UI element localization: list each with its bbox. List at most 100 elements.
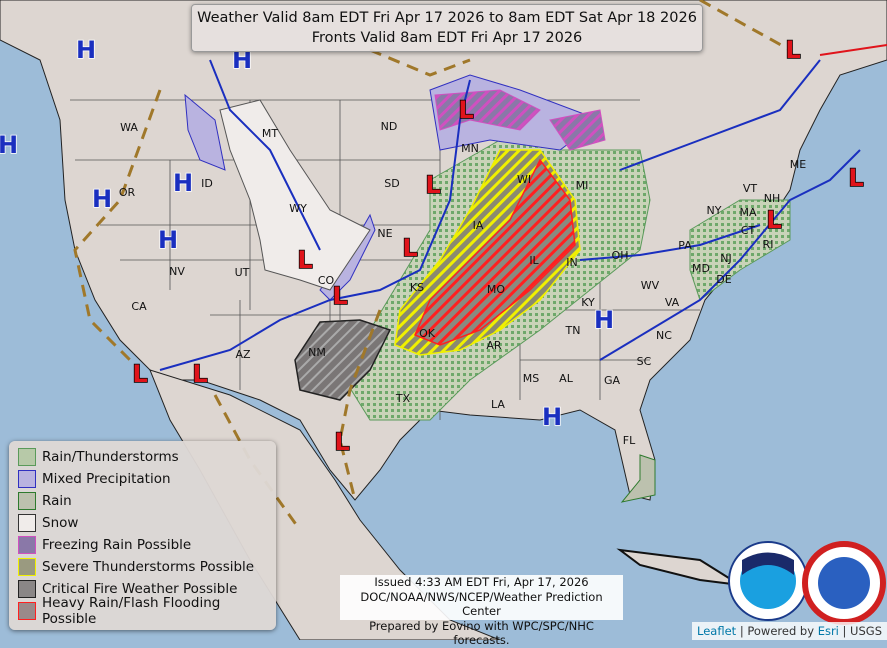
state-label-ca: CA xyxy=(131,300,147,313)
low-pressure-center[interactable]: L xyxy=(766,205,783,235)
cold-front-ne xyxy=(619,59,821,171)
state-labels: WA OR CA NV ID MT WY UT CO AZ NM ND SD NE KS OK TX MN IA MO… xyxy=(119,120,806,447)
low-pressure-center[interactable]: L xyxy=(132,359,149,389)
powered-by-text: | Powered by xyxy=(736,624,818,638)
state-label-va: VA xyxy=(665,296,680,309)
legend-swatch xyxy=(18,448,36,466)
noaa-logo[interactable] xyxy=(728,541,808,621)
fronts xyxy=(73,0,887,531)
issuing-office: DOC/NOAA/NWS/NCEP/Weather Prediction Cen… xyxy=(360,589,603,619)
warm-front xyxy=(819,44,887,56)
legend: Rain/Thunderstorms Mixed Precipitation Rai… xyxy=(9,441,276,630)
state-label-ut: UT xyxy=(235,266,250,279)
state-label-wv: WV xyxy=(641,279,660,292)
state-label-nj: NJ xyxy=(720,252,731,265)
state-label-or: OR xyxy=(119,186,136,199)
legend-label: Rain xyxy=(42,493,72,509)
title-fronts-valid: Fronts Valid 8am EDT Fri Apr 17 2026 xyxy=(311,30,583,46)
low-pressure-center[interactable]: L xyxy=(785,35,802,65)
state-label-wi: WI xyxy=(517,173,531,186)
high-pressure-center[interactable]: H xyxy=(541,402,563,432)
state-label-ar: AR xyxy=(486,339,502,352)
leaflet-link[interactable]: Leaflet xyxy=(697,624,737,638)
stationary-front xyxy=(579,224,761,261)
state-label-ms: MS xyxy=(523,372,539,385)
issued-time: Issued 4:33 AM EDT Fri, Apr 17, 2026 xyxy=(374,575,589,589)
low-pressure-center[interactable]: L xyxy=(332,281,349,311)
legend-label: Severe Thunderstorms Possible xyxy=(42,559,255,575)
legend-label: Critical Fire Weather Possible xyxy=(42,581,238,597)
state-label-sd: SD xyxy=(384,177,399,190)
legend-item: Rain xyxy=(18,490,276,512)
heavy-rain-flood-area xyxy=(414,158,576,346)
state-label-tn: TN xyxy=(565,324,581,337)
state-label-vt: VT xyxy=(743,182,758,195)
state-label-nv: NV xyxy=(169,265,185,278)
nws-logo[interactable] xyxy=(802,541,886,625)
state-label-me: ME xyxy=(790,158,806,171)
state-label-mi: MI xyxy=(576,179,589,192)
trough-ne xyxy=(699,0,791,52)
legend-label: Freezing Rain Possible xyxy=(42,537,192,553)
state-label-al: AL xyxy=(559,372,574,385)
state-label-id: ID xyxy=(201,177,213,190)
legend-item: Mixed Precipitation xyxy=(18,468,276,490)
high-pressure-center[interactable]: H xyxy=(172,168,194,198)
state-label-de: DE xyxy=(716,273,731,286)
low-pressure-center[interactable]: L xyxy=(458,95,475,125)
legend-item: Severe Thunderstorms Possible xyxy=(18,556,276,578)
low-pressure-center[interactable]: L xyxy=(848,163,865,193)
high-pressure-center[interactable]: H xyxy=(75,35,97,65)
state-label-pa: PA xyxy=(678,239,692,252)
legend-label: Mixed Precipitation xyxy=(42,471,171,487)
critical-fire-area xyxy=(294,319,392,401)
high-pressure-center[interactable]: H xyxy=(593,305,615,335)
high-pressure-center[interactable]: H xyxy=(0,130,19,160)
low-pressure-center[interactable]: L xyxy=(297,245,314,275)
low-pressure-center[interactable]: L xyxy=(402,233,419,263)
state-label-ma: MA xyxy=(739,206,756,219)
high-pressure-center[interactable]: H xyxy=(157,225,179,255)
state-label-md: MD xyxy=(692,262,710,275)
state-label-ri: RI xyxy=(763,238,774,251)
state-label-nd: ND xyxy=(381,120,398,133)
state-label-ky: KY xyxy=(581,296,595,309)
cold-front xyxy=(209,59,321,251)
trough-baja xyxy=(213,394,302,531)
freezing-rain-area xyxy=(434,89,541,131)
land-cuba xyxy=(616,548,741,586)
legend-item: Rain/Thunderstorms xyxy=(18,446,276,468)
low-pressure-center[interactable]: L xyxy=(425,170,442,200)
high-pressure-center[interactable]: H xyxy=(91,184,113,214)
rain-area-florida xyxy=(620,454,656,503)
state-label-mt: MT xyxy=(262,127,278,140)
legend-item: Heavy Rain/Flash Flooding Possible xyxy=(18,595,276,627)
state-label-ia: IA xyxy=(473,219,484,232)
legend-item: Snow xyxy=(18,512,276,534)
state-label-ga: GA xyxy=(604,374,621,387)
high-pressure-center[interactable]: H xyxy=(231,45,253,75)
legend-item: Freezing Rain Possible xyxy=(18,534,276,556)
mixed-precip-area-west xyxy=(184,93,226,171)
state-label-ok: OK xyxy=(419,327,436,340)
state-label-oh: OH xyxy=(612,249,629,262)
legend-swatch xyxy=(18,492,36,510)
rain-thunderstorm-area-east xyxy=(689,199,791,301)
legend-swatch xyxy=(18,602,36,620)
snow-area xyxy=(219,99,371,291)
legend-swatch xyxy=(18,470,36,488)
low-pressure-center[interactable]: L xyxy=(192,359,209,389)
esri-link[interactable]: Esri xyxy=(817,624,839,638)
state-label-fl: FL xyxy=(623,434,636,447)
state-label-mn: MN xyxy=(461,142,479,155)
map-title: Weather Valid 8am EDT Fri Apr 17 2026 to… xyxy=(191,4,703,52)
low-pressure-center[interactable]: L xyxy=(334,427,351,457)
state-label-ny: NY xyxy=(707,204,722,217)
legend-label: Rain/Thunderstorms xyxy=(42,449,179,465)
title-weather-valid: Weather Valid 8am EDT Fri Apr 17 2026 to… xyxy=(197,10,697,26)
state-label-nc: NC xyxy=(656,329,672,342)
cold-front-east xyxy=(599,149,861,361)
legend-item: Critical Fire Weather Possible xyxy=(18,578,276,600)
